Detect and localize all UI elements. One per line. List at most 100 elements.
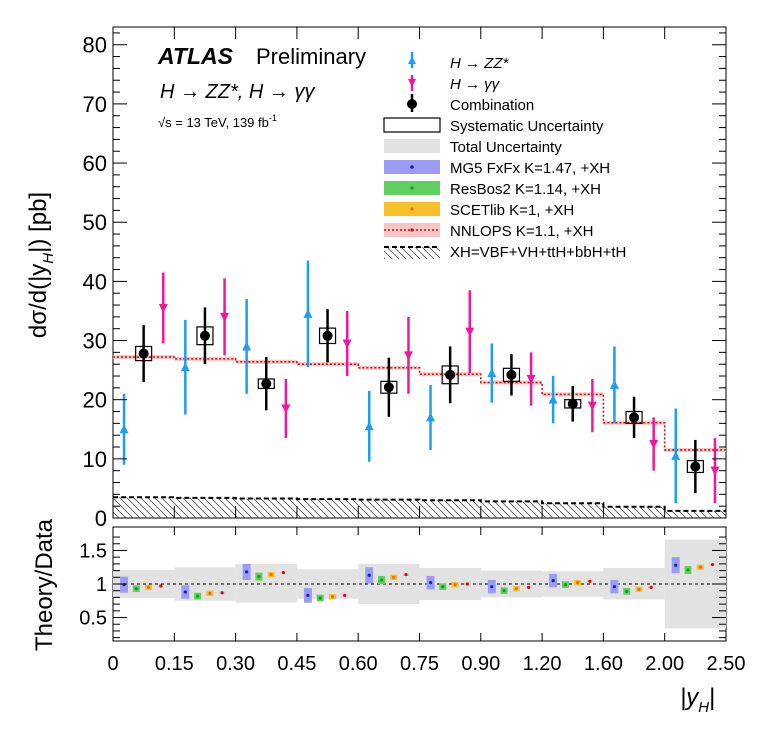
legend-gg-marker bbox=[408, 79, 416, 87]
ratio-resbos-point-1 bbox=[195, 594, 200, 598]
xh-bin-9 bbox=[664, 510, 726, 518]
legend-label-total: Total Uncertainty bbox=[450, 139, 562, 156]
gg-point-8 bbox=[649, 440, 659, 450]
ratio-mg5-point-2 bbox=[245, 570, 249, 574]
gg-point-0 bbox=[158, 303, 168, 313]
legend-scet-dot bbox=[410, 207, 414, 211]
combination-point-1 bbox=[199, 330, 210, 341]
ratio-mg5-point-6 bbox=[490, 585, 494, 589]
legend-nnlops-dot bbox=[410, 228, 414, 232]
xh-hatched-band bbox=[113, 496, 726, 518]
ratio-scetlib-point-4 bbox=[392, 575, 396, 579]
ratio-resbos-point-4 bbox=[379, 578, 384, 582]
main-y-tick-label: 70 bbox=[83, 92, 107, 117]
ratio-nnlops-point-0 bbox=[159, 584, 163, 588]
main-y-tick-label: 20 bbox=[83, 388, 107, 413]
combination-point-5 bbox=[445, 369, 456, 380]
x-tick-label: 2.50 bbox=[707, 653, 746, 675]
ratio-scetlib-point-5 bbox=[453, 583, 457, 587]
gg-point-6 bbox=[526, 374, 536, 384]
ratio-nnlops-point-8 bbox=[649, 585, 653, 589]
gg-point-1 bbox=[220, 312, 230, 322]
xh-bin-2 bbox=[235, 498, 297, 518]
zz-point-7 bbox=[548, 394, 558, 404]
legend-total-box bbox=[384, 139, 440, 153]
combination-point-9 bbox=[690, 461, 701, 472]
xh-bin-8 bbox=[603, 506, 665, 518]
ratio-nnlops-point-2 bbox=[281, 571, 286, 575]
gg-point-3 bbox=[342, 339, 352, 349]
main-y-tick-label: 30 bbox=[83, 329, 107, 354]
gg-point-9 bbox=[710, 466, 720, 476]
combination-point-4 bbox=[383, 382, 394, 393]
ratio-y-tick-label: 1.5 bbox=[79, 540, 107, 562]
legend-label-resbos: ResBos2 K=1.14, +XH bbox=[450, 181, 601, 198]
combination-point-0 bbox=[138, 348, 149, 359]
ratio-resbos-point-7 bbox=[563, 583, 567, 587]
x-tick-label: 0.30 bbox=[216, 653, 255, 675]
x-tick-label: 0 bbox=[107, 653, 118, 675]
ratio-nnlops-point-3 bbox=[343, 593, 347, 598]
ratio-resbos-point-6 bbox=[502, 589, 506, 593]
x-tick-label: 0.15 bbox=[155, 653, 194, 675]
legend-label-nnlops: NNLOPS K=1.1, +XH bbox=[450, 223, 593, 240]
ratio-scetlib-point-6 bbox=[514, 587, 518, 591]
main-y-axis-label: dσ/d(|yH|) [pb] bbox=[25, 192, 57, 338]
main-y-tick-label: 50 bbox=[83, 210, 107, 235]
ratio-scetlib-point-7 bbox=[576, 581, 580, 585]
ratio-scetlib-point-3 bbox=[330, 595, 335, 599]
combination-point-6 bbox=[506, 369, 517, 380]
gg-point-2 bbox=[281, 404, 291, 414]
x-tick-label: 1.60 bbox=[584, 653, 623, 675]
x-tick-label: 0.45 bbox=[277, 653, 316, 675]
zz-point-8 bbox=[609, 379, 619, 389]
xh-bin-6 bbox=[480, 501, 543, 518]
ratio-scetlib-point-1 bbox=[208, 591, 212, 595]
xh-bin-3 bbox=[296, 499, 359, 518]
ratio-scetlib-point-8 bbox=[637, 587, 641, 591]
ratio-nnlops-point-6 bbox=[527, 585, 531, 589]
x-tick-label: 1.20 bbox=[523, 653, 562, 675]
ratio-resbos-point-3 bbox=[318, 596, 322, 600]
gg-point-4 bbox=[403, 351, 413, 361]
legend: H → ZZ* H → γγ Combination Systematic Uncer… bbox=[383, 52, 626, 261]
ratio-nnlops-point-7 bbox=[588, 579, 592, 583]
xh-bin-0 bbox=[113, 497, 175, 518]
xh-bin-5 bbox=[419, 500, 481, 518]
ratio-resbos-point-8 bbox=[625, 589, 629, 593]
zz-point-2 bbox=[242, 341, 252, 351]
combination-point-8 bbox=[629, 412, 640, 423]
ratio-resbos-point-9 bbox=[686, 568, 690, 572]
main-y-tick-label: 80 bbox=[83, 33, 107, 58]
zz-point-5 bbox=[426, 412, 436, 422]
ratio-scetlib-point-2 bbox=[269, 573, 273, 577]
zz-point-4 bbox=[364, 421, 374, 431]
gg-point-5 bbox=[465, 327, 475, 337]
x-tick-label: 2.00 bbox=[645, 653, 684, 675]
x-axis-label: |yH| bbox=[680, 684, 715, 716]
axes-ticks: 0 10 20 30 40 50 60 70 80 0.5 1 1.5 0 0.15 0.30 0.45 0.6… bbox=[79, 27, 745, 675]
nnlops-step-line bbox=[113, 356, 726, 451]
legend-label-zz: H → ZZ* bbox=[450, 55, 509, 72]
zz-point-1 bbox=[180, 362, 190, 372]
x-tick-label: 0.60 bbox=[339, 653, 378, 675]
legend-comb-marker bbox=[407, 99, 417, 109]
ratio-mg5-point-5 bbox=[428, 581, 433, 585]
measured-points bbox=[119, 260, 720, 504]
xh-bin-4 bbox=[358, 499, 420, 518]
atlas-label: ATLAS bbox=[157, 43, 234, 69]
ratio-nnlops-point-5 bbox=[465, 582, 469, 586]
main-y-tick-label: 60 bbox=[83, 151, 107, 176]
ratio-mg5-point-1 bbox=[183, 590, 187, 594]
ratio-mg5-point-8 bbox=[612, 585, 617, 589]
ratio-scetlib-point-0 bbox=[146, 585, 151, 589]
x-tick-label: 0.75 bbox=[400, 653, 439, 675]
combination-point-3 bbox=[322, 330, 333, 341]
ratio-y-axis-label: Theory/Data bbox=[31, 518, 58, 651]
main-y-tick-label: 0 bbox=[95, 506, 107, 531]
legend-zz-marker bbox=[408, 56, 416, 64]
energy-lumi-label: √s = 13 TeV, 139 fb-1 bbox=[158, 113, 277, 130]
ratio-mg5-point-9 bbox=[674, 563, 678, 567]
legend-resbos-dot bbox=[410, 186, 414, 190]
